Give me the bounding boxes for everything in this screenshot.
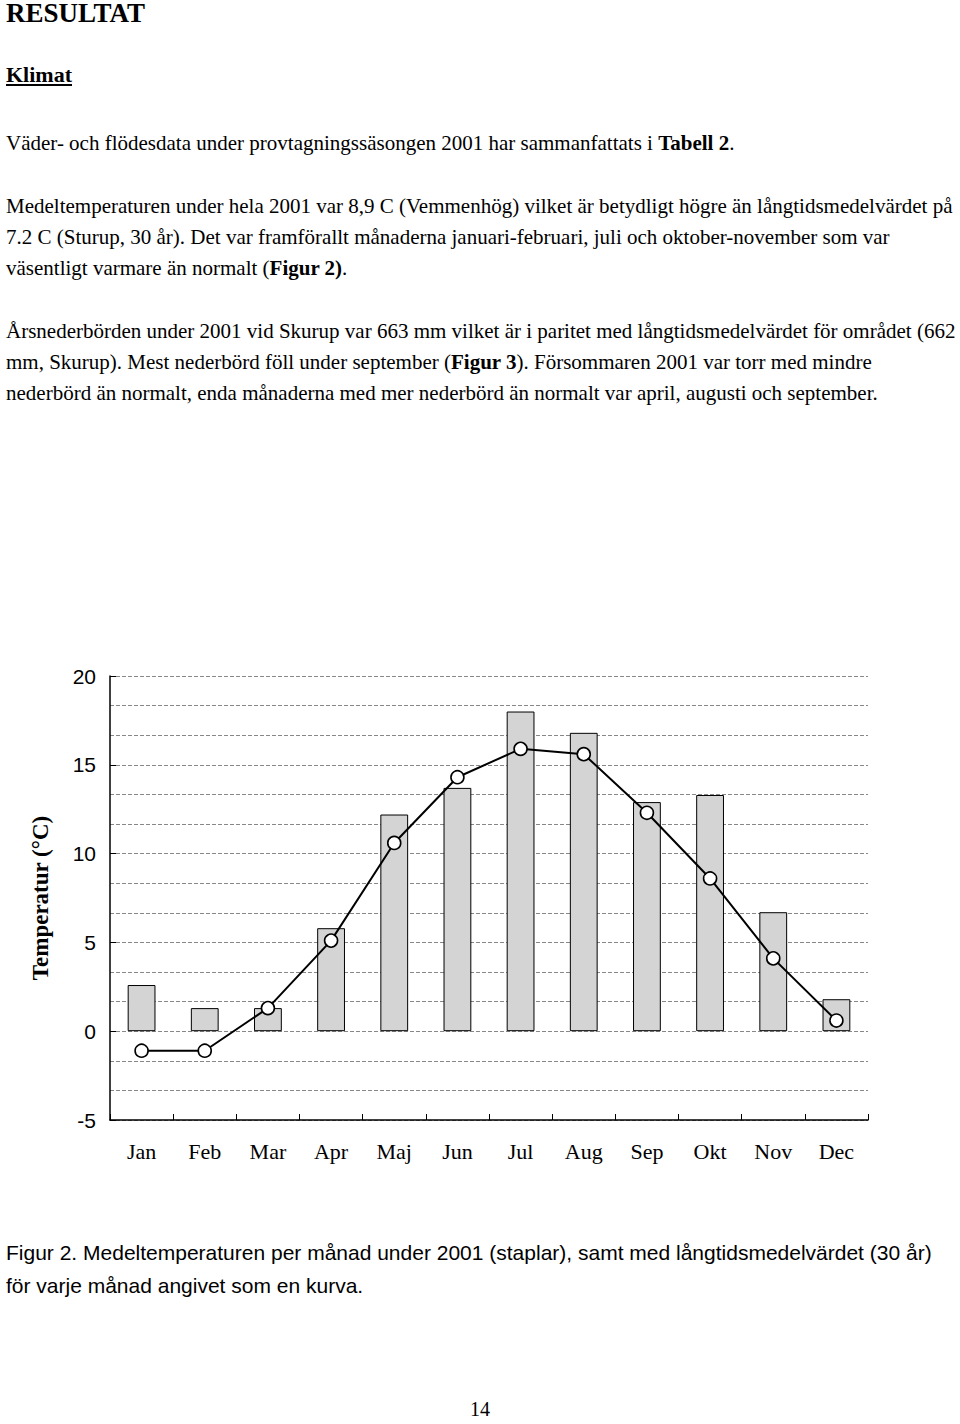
html-text:Årsnederbörden under 2001 vid: Årsnederbörden under 2001 vid Skurup var…	[6, 319, 956, 405]
svg-text:Nov: Nov	[754, 1139, 792, 1164]
svg-text:Jan: Jan	[127, 1139, 156, 1164]
svg-text:Apr: Apr	[314, 1139, 349, 1164]
svg-text:Okt: Okt	[694, 1139, 727, 1164]
svg-text:5: 5	[84, 931, 96, 954]
svg-text:Maj: Maj	[377, 1139, 412, 1164]
html-text:Väder- och flödesdata under pr: Väder- och flödesdata under provtagnings…	[6, 131, 735, 155]
svg-text:Temperatur (°C): Temperatur (°C)	[28, 816, 53, 980]
svg-text:Jul: Jul	[508, 1139, 534, 1164]
html-text:Figur 2. Medeltemperaturen per: Figur 2. Medeltemperaturen per månad und…	[6, 1241, 932, 1297]
html-text:Klimat: Klimat	[6, 62, 72, 87]
svg-text:Sep: Sep	[630, 1139, 663, 1164]
svg-text:Mar: Mar	[250, 1139, 287, 1164]
svg-text:Jun: Jun	[442, 1139, 473, 1164]
svg-text:10: 10	[73, 842, 96, 865]
svg-text:-5: -5	[77, 1109, 96, 1132]
svg-text:Feb: Feb	[188, 1139, 221, 1164]
html-text:14: 14	[470, 1398, 490, 1420]
svg-text:Dec: Dec	[819, 1139, 855, 1164]
svg-text:Aug: Aug	[565, 1139, 603, 1164]
html-text:Medeltemperaturen under hela 2: Medeltemperaturen under hela 2001 var 8,…	[6, 194, 953, 280]
svg-text:15: 15	[73, 753, 96, 776]
svg-text:0: 0	[84, 1020, 96, 1043]
svg-text:20: 20	[73, 665, 96, 688]
